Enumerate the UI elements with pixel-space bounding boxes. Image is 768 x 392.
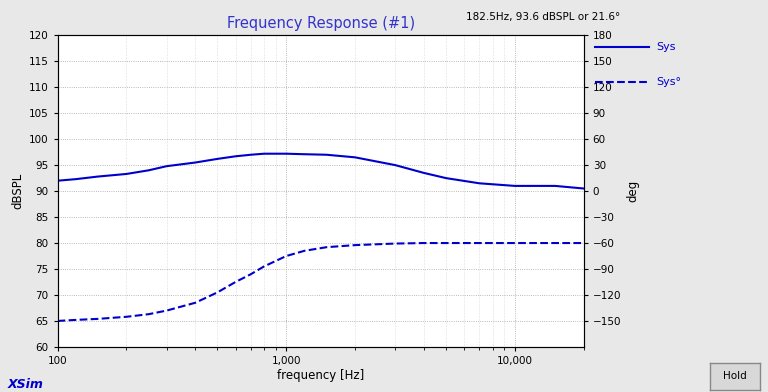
Text: 182.5Hz, 93.6 dBSPL or 21.6°: 182.5Hz, 93.6 dBSPL or 21.6° bbox=[466, 12, 621, 22]
Text: XSim: XSim bbox=[8, 378, 44, 391]
Title: Frequency Response (#1): Frequency Response (#1) bbox=[227, 16, 415, 31]
Y-axis label: dBSPL: dBSPL bbox=[12, 173, 25, 209]
Text: Sys: Sys bbox=[657, 42, 676, 52]
Y-axis label: deg: deg bbox=[627, 180, 640, 202]
X-axis label: frequency [Hz]: frequency [Hz] bbox=[277, 369, 364, 382]
Text: Sys°: Sys° bbox=[657, 77, 682, 87]
Text: Hold: Hold bbox=[723, 371, 747, 381]
